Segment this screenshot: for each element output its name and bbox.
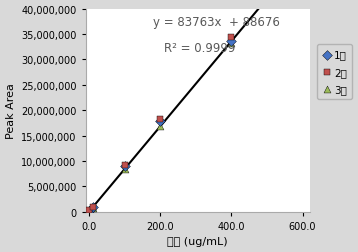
1차 [90,205,96,209]
1차 [87,209,92,213]
Text: y = 83763x  + 88676: y = 83763x + 88676 [153,16,280,28]
X-axis label: 농도 (ug/mL): 농도 (ug/mL) [167,237,228,246]
3차 [229,42,234,46]
2차 [87,209,92,213]
2차 [158,118,163,122]
3차 [87,209,92,213]
1차 [229,40,234,44]
2차 [229,36,234,40]
1차 [158,119,163,123]
2차 [90,205,96,209]
Legend: 1차, 2차, 3차: 1차, 2차, 3차 [317,45,352,100]
3차 [122,168,127,172]
1차 [122,165,127,169]
Y-axis label: Peak Area: Peak Area [6,83,15,139]
3차 [158,125,163,129]
Text: R² = 0.9999: R² = 0.9999 [164,42,236,55]
2차 [122,163,127,167]
3차 [90,206,96,210]
